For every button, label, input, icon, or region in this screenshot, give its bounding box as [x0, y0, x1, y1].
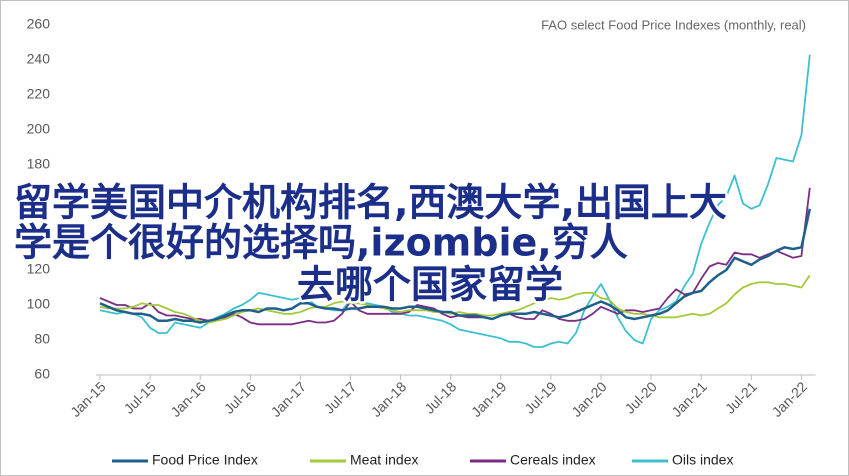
y-tick-label: 160 [27, 191, 51, 207]
y-tick-label: 60 [34, 366, 50, 382]
series-line [99, 208, 812, 324]
overlay-text: 去哪个国家留学 [297, 263, 563, 307]
legend-label: Meat index [350, 452, 418, 468]
y-tick-label: 80 [34, 331, 50, 347]
y-tick-label: 120 [27, 261, 51, 277]
overlay-text: 学是个很好的选择吗,izombie,穷人 [14, 221, 628, 265]
y-tick-label: 140 [27, 226, 51, 242]
legend-label: Oils index [672, 452, 733, 468]
y-tick-label: 220 [27, 86, 51, 102]
overlay-text: 留学美国中介机构排名,西澳大学,出国上大 [14, 181, 727, 225]
y-tick-label: 200 [27, 121, 51, 137]
legend-label: Cereals index [510, 452, 596, 468]
y-tick-label: 240 [27, 51, 51, 67]
legend-label: Food Price Index [152, 452, 258, 468]
chart-title: FAO select Food Price Indexes (monthly, … [541, 17, 806, 32]
y-tick-label: 100 [27, 296, 51, 312]
series-line [99, 54, 811, 348]
y-tick-label: 180 [27, 156, 51, 172]
y-tick-label: 260 [27, 16, 51, 32]
